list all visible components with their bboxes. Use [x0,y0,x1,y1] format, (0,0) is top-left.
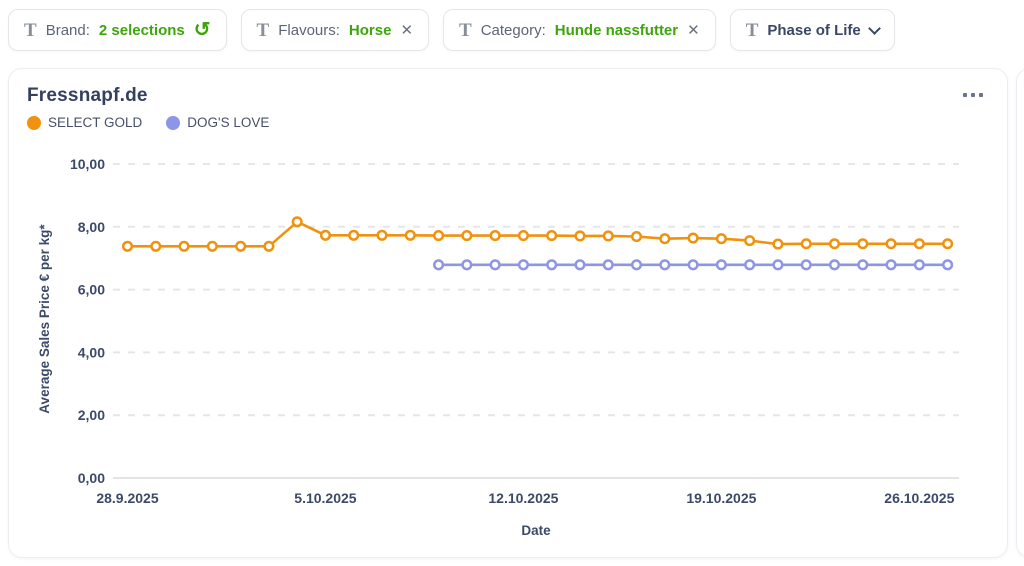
legend-dot-orange [27,115,41,130]
filter-chip-phase-of-life[interactable]: T Phase of Life [729,9,895,51]
svg-text:19.10.2025: 19.10.2025 [686,490,756,506]
filter-value: 2 selections [98,21,185,39]
filter-label: Category: [480,21,546,39]
filter-label: Brand: [45,21,90,39]
legend-item-dogs-love[interactable]: DOG'S LOVE [166,115,269,130]
legend-dot-purple [166,115,181,130]
legend-label: DOG'S LOVE [187,115,270,130]
svg-text:5.10.2025: 5.10.2025 [294,490,356,506]
filter-bar: T Brand: 2 selections ↺ T Flavours: Hors… [0,0,1024,60]
adjacent-card-edge [1016,68,1024,558]
legend-label: SELECT GOLD [48,115,143,130]
svg-text:Average Sales Price € per kg*: Average Sales Price € per kg* [37,224,52,414]
filter-chip-brand[interactable]: T Brand: 2 selections ↺ [8,9,227,51]
close-icon[interactable]: ✕ [687,21,700,39]
text-filter-icon: T [256,19,270,41]
svg-text:8,00: 8,00 [78,219,105,235]
svg-text:4,00: 4,00 [78,344,105,360]
text-filter-icon: T [745,19,759,41]
text-filter-icon: T [24,19,37,41]
svg-text:6,00: 6,00 [78,282,105,298]
filter-label: Flavours: [278,21,340,39]
filter-chip-category[interactable]: T Category: Hunde nassfutter ✕ [443,9,716,51]
filter-label: Phase of Life [767,21,861,39]
text-filter-icon: T [459,19,472,41]
filter-value: Hunde nassfutter [554,21,679,39]
chevron-down-icon[interactable] [867,21,881,35]
svg-text:26.10.2025: 26.10.2025 [884,490,954,506]
svg-text:2,00: 2,00 [78,407,105,423]
close-icon[interactable]: ✕ [400,21,414,39]
chart-card: Fressnapf.de SELECT GOLD DOG'S LOVE 0,00… [8,68,1008,558]
legend-item-select-gold[interactable]: SELECT GOLD [27,115,142,130]
card-menu-ellipsis-icon[interactable] [961,85,985,105]
chart-legend: SELECT GOLD DOG'S LOVE [9,107,1007,130]
svg-text:12.10.2025: 12.10.2025 [488,490,558,506]
filter-value: Horse [348,21,392,39]
svg-text:10,00: 10,00 [70,156,105,172]
card-title: Fressnapf.de [27,85,148,106]
filter-chip-flavours[interactable]: T Flavours: Horse ✕ [240,9,430,51]
chart-svg: 0,00 2,00 4,00 6,00 8,00 10,00 28.9.2025 5.10.2… [37,156,959,538]
svg-text:28.9.2025: 28.9.2025 [96,490,158,506]
svg-text:0,00: 0,00 [78,470,105,486]
card-header: Fressnapf.de [9,69,1007,107]
reset-icon[interactable]: ↺ [193,19,211,41]
price-line-chart: 0,00 2,00 4,00 6,00 8,00 10,00 28.9.2025 5.10.2… [9,147,1007,555]
svg-text:Date: Date [521,523,551,538]
